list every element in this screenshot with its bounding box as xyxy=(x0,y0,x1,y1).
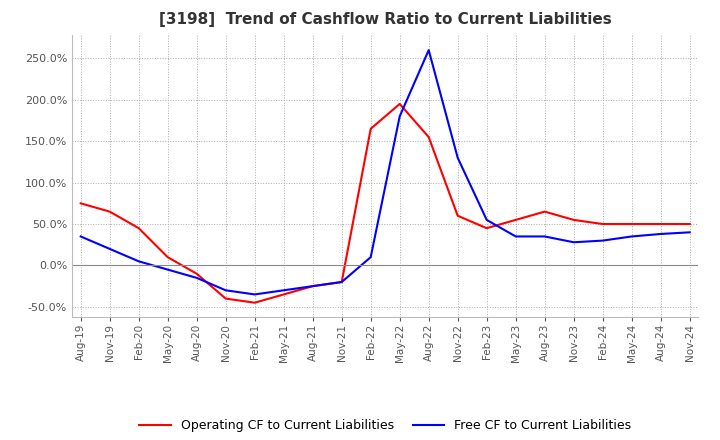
Operating CF to Current Liabilities xyxy=(598,221,607,227)
Free CF to Current Liabilities xyxy=(627,234,636,239)
Operating CF to Current Liabilities xyxy=(251,300,259,305)
Title: [3198]  Trend of Cashflow Ratio to Current Liabilities: [3198] Trend of Cashflow Ratio to Curren… xyxy=(159,12,611,27)
Free CF to Current Liabilities xyxy=(424,48,433,53)
Operating CF to Current Liabilities xyxy=(192,271,201,276)
Operating CF to Current Liabilities xyxy=(685,221,694,227)
Free CF to Current Liabilities xyxy=(135,259,143,264)
Operating CF to Current Liabilities xyxy=(541,209,549,214)
Legend: Operating CF to Current Liabilities, Free CF to Current Liabilities: Operating CF to Current Liabilities, Fre… xyxy=(135,414,636,437)
Free CF to Current Liabilities xyxy=(279,288,288,293)
Free CF to Current Liabilities xyxy=(395,114,404,119)
Line: Free CF to Current Liabilities: Free CF to Current Liabilities xyxy=(81,50,690,294)
Operating CF to Current Liabilities xyxy=(308,283,317,289)
Operating CF to Current Liabilities xyxy=(163,254,172,260)
Free CF to Current Liabilities xyxy=(454,155,462,161)
Operating CF to Current Liabilities xyxy=(366,126,375,132)
Operating CF to Current Liabilities xyxy=(279,292,288,297)
Operating CF to Current Liabilities xyxy=(454,213,462,218)
Operating CF to Current Liabilities xyxy=(424,135,433,140)
Line: Operating CF to Current Liabilities: Operating CF to Current Liabilities xyxy=(81,104,690,303)
Operating CF to Current Liabilities xyxy=(657,221,665,227)
Operating CF to Current Liabilities xyxy=(221,296,230,301)
Free CF to Current Liabilities xyxy=(511,234,520,239)
Free CF to Current Liabilities xyxy=(251,292,259,297)
Free CF to Current Liabilities xyxy=(308,283,317,289)
Free CF to Current Liabilities xyxy=(570,240,578,245)
Free CF to Current Liabilities xyxy=(76,234,85,239)
Free CF to Current Liabilities xyxy=(192,275,201,281)
Free CF to Current Liabilities xyxy=(685,230,694,235)
Operating CF to Current Liabilities xyxy=(482,226,491,231)
Operating CF to Current Liabilities xyxy=(570,217,578,223)
Free CF to Current Liabilities xyxy=(482,217,491,223)
Free CF to Current Liabilities xyxy=(657,231,665,237)
Operating CF to Current Liabilities xyxy=(135,226,143,231)
Free CF to Current Liabilities xyxy=(163,267,172,272)
Operating CF to Current Liabilities xyxy=(511,217,520,223)
Free CF to Current Liabilities xyxy=(338,279,346,285)
Operating CF to Current Liabilities xyxy=(105,209,114,214)
Operating CF to Current Liabilities xyxy=(627,221,636,227)
Free CF to Current Liabilities xyxy=(105,246,114,252)
Free CF to Current Liabilities xyxy=(598,238,607,243)
Free CF to Current Liabilities xyxy=(541,234,549,239)
Free CF to Current Liabilities xyxy=(221,288,230,293)
Free CF to Current Liabilities xyxy=(366,254,375,260)
Operating CF to Current Liabilities xyxy=(395,101,404,106)
Operating CF to Current Liabilities xyxy=(76,201,85,206)
Operating CF to Current Liabilities xyxy=(338,279,346,285)
